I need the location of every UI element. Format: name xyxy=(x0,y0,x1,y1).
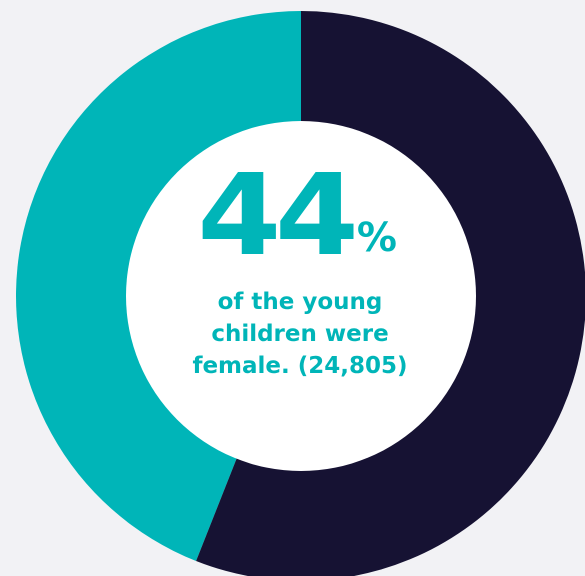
caption: of the young children were female. (24,8… xyxy=(150,286,450,382)
donut-hole xyxy=(126,121,476,471)
percentage-value: 44 xyxy=(197,151,359,281)
caption-line-2: children were xyxy=(211,321,389,347)
percentage-display: 44 % xyxy=(150,160,450,272)
caption-line-1: of the young xyxy=(217,289,383,315)
caption-line-3: female. (24,805) xyxy=(192,353,408,379)
percentage-unit: % xyxy=(356,215,397,261)
center-label: 44 % of the young children were female. … xyxy=(150,160,450,382)
